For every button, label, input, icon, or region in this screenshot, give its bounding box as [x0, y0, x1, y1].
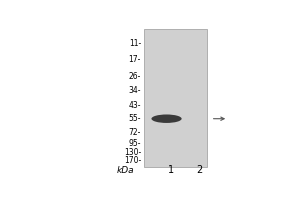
- Text: 2: 2: [196, 165, 202, 175]
- Text: 130-: 130-: [124, 148, 141, 157]
- Text: 95-: 95-: [128, 139, 141, 148]
- Ellipse shape: [152, 114, 182, 123]
- Text: 34-: 34-: [128, 86, 141, 95]
- Bar: [145, 29, 207, 167]
- Text: 1: 1: [168, 165, 174, 175]
- Text: 26-: 26-: [129, 72, 141, 81]
- Text: 72-: 72-: [129, 128, 141, 137]
- Text: 43-: 43-: [128, 101, 141, 110]
- Text: kDa: kDa: [117, 166, 135, 175]
- Text: 170-: 170-: [124, 156, 141, 165]
- Text: 17-: 17-: [129, 55, 141, 64]
- Text: 11-: 11-: [129, 39, 141, 48]
- Text: 55-: 55-: [128, 114, 141, 123]
